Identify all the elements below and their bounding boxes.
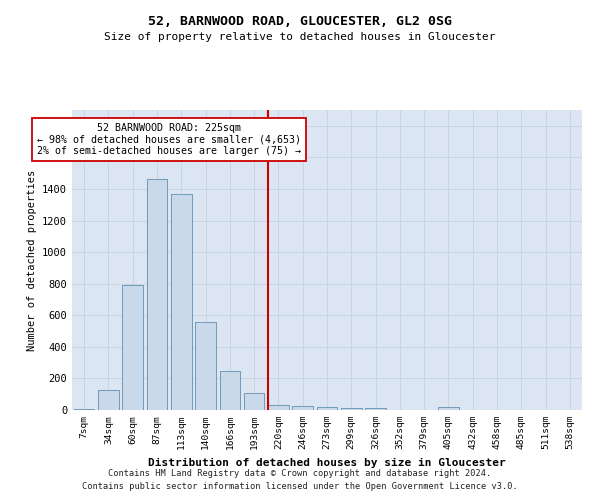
Text: 52 BARNWOOD ROAD: 225sqm
← 98% of detached houses are smaller (4,653)
2% of semi: 52 BARNWOOD ROAD: 225sqm ← 98% of detach…: [37, 122, 301, 156]
Text: 52, BARNWOOD ROAD, GLOUCESTER, GL2 0SG: 52, BARNWOOD ROAD, GLOUCESTER, GL2 0SG: [148, 15, 452, 28]
Bar: [341, 408, 362, 410]
Bar: [146, 180, 167, 410]
Bar: [292, 406, 313, 410]
Bar: [365, 408, 386, 410]
Bar: [268, 406, 289, 410]
Bar: [171, 194, 191, 410]
Bar: [244, 394, 265, 410]
X-axis label: Distribution of detached houses by size in Gloucester: Distribution of detached houses by size …: [148, 458, 506, 468]
Bar: [122, 286, 143, 410]
Bar: [317, 407, 337, 410]
Bar: [195, 322, 216, 410]
Bar: [220, 372, 240, 410]
Bar: [438, 407, 459, 410]
Bar: [74, 409, 94, 410]
Y-axis label: Number of detached properties: Number of detached properties: [26, 170, 37, 350]
Text: Contains HM Land Registry data © Crown copyright and database right 2024.: Contains HM Land Registry data © Crown c…: [109, 468, 491, 477]
Text: Contains public sector information licensed under the Open Government Licence v3: Contains public sector information licen…: [82, 482, 518, 491]
Text: Size of property relative to detached houses in Gloucester: Size of property relative to detached ho…: [104, 32, 496, 42]
Bar: [98, 390, 119, 410]
